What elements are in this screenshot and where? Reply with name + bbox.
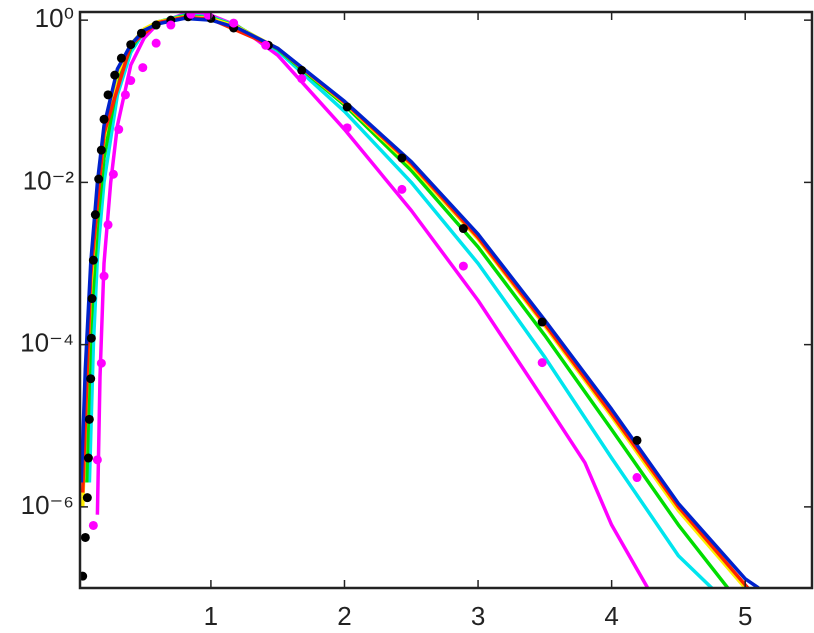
data-point: [229, 18, 239, 28]
data-line: [95, 12, 650, 588]
data-point: [80, 532, 90, 542]
x-tick-label: 2: [337, 601, 351, 631]
y-tick-label: 10⁰: [35, 3, 74, 33]
data-line: [80, 15, 747, 588]
data-point: [297, 74, 307, 84]
data-point: [136, 28, 146, 38]
data-line: [84, 14, 730, 588]
data-point: [88, 255, 98, 265]
data-point: [537, 358, 547, 368]
data-point: [110, 70, 120, 80]
data-point: [116, 53, 126, 63]
data-point: [151, 38, 161, 48]
data-point: [96, 358, 106, 368]
y-tick-label: 10⁻⁴: [20, 328, 74, 358]
plot-area: [80, 12, 760, 588]
data-point: [103, 90, 113, 100]
data-point: [86, 333, 96, 343]
data-point: [96, 145, 106, 155]
data-point: [90, 210, 100, 220]
data-point: [261, 40, 271, 50]
data-point: [126, 40, 136, 50]
data-point: [84, 414, 94, 424]
y-tick-label: 10⁻²: [23, 165, 75, 195]
data-point: [458, 224, 468, 234]
data-point: [632, 435, 642, 445]
data-line: [87, 13, 714, 588]
x-tick-label: 5: [738, 601, 752, 631]
y-tick-label: 10⁻⁶: [21, 490, 74, 520]
data-point: [138, 63, 148, 73]
data-point: [82, 493, 92, 503]
axes-box: [78, 10, 814, 590]
data-point: [537, 317, 547, 327]
data-point: [342, 102, 352, 112]
x-tick-label: 4: [604, 601, 618, 631]
data-point: [103, 220, 113, 230]
data-point: [297, 65, 307, 75]
data-point: [80, 571, 88, 581]
data-point: [166, 20, 176, 30]
data-point: [186, 12, 196, 19]
data-point: [88, 520, 98, 530]
data-point: [342, 123, 352, 133]
x-tick-label: 3: [471, 601, 485, 631]
data-point: [114, 124, 124, 134]
data-point: [126, 76, 136, 86]
data-point: [397, 153, 407, 163]
data-point: [86, 374, 96, 384]
data-point: [94, 174, 104, 184]
data-point: [458, 261, 468, 271]
data-point: [151, 20, 161, 30]
data-point: [397, 184, 407, 194]
data-point: [87, 294, 97, 304]
data-point: [108, 169, 118, 179]
data-line: [80, 15, 750, 588]
data-point: [120, 90, 130, 100]
data-point: [99, 271, 109, 281]
data-point: [99, 114, 109, 124]
x-tick-label: 1: [204, 601, 218, 631]
data-point: [83, 453, 93, 463]
data-point: [92, 455, 102, 465]
data-point: [632, 473, 642, 483]
data-line: [80, 16, 760, 588]
